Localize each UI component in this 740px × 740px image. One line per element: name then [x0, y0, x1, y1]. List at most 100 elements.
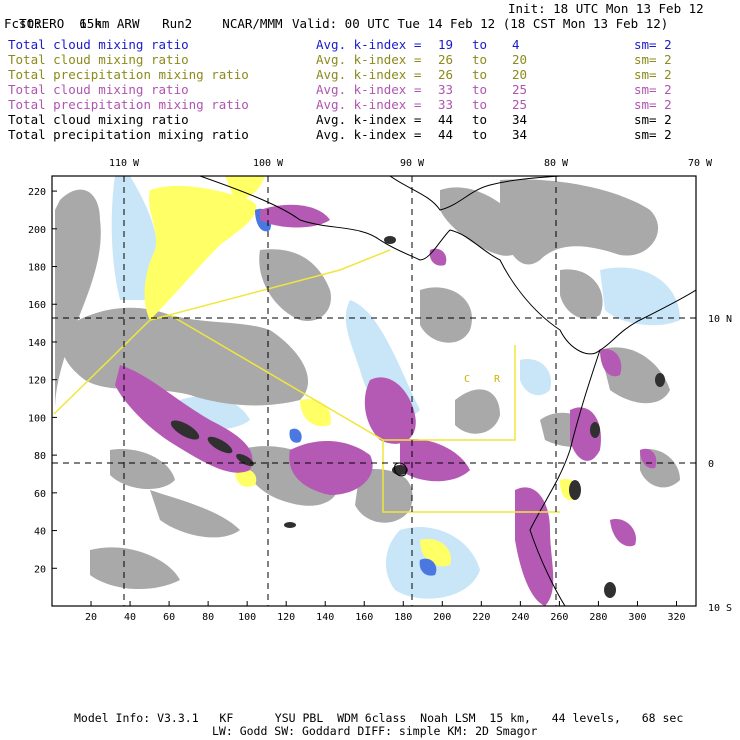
- legend-kindex-start: 44: [438, 127, 454, 142]
- x-tick-label: 80: [202, 612, 214, 623]
- lat-label-0: 0: [708, 459, 714, 470]
- legend-smoothing: sm= 2: [634, 97, 672, 112]
- legend-smoothing: sm= 2: [634, 52, 672, 67]
- y-tick-label: 60: [34, 489, 46, 500]
- y-tick-label: 20: [34, 564, 46, 575]
- fcst-value: 6 h: [79, 16, 102, 31]
- legend-kindex-start: 26: [438, 67, 454, 82]
- longitude-labels: 110 W 100 W 90 W 80 W 70 W: [109, 158, 713, 169]
- x-tick-label: 120: [277, 612, 295, 623]
- valid-time: Valid: 00 UTC Tue 14 Feb 12 (18 CST Mon …: [292, 16, 669, 31]
- yellow-cloud-areas: [144, 176, 580, 567]
- legend-field-label: Total cloud mixing ratio: [8, 82, 189, 97]
- y-tick-label: 160: [28, 300, 46, 311]
- y-tick-label: 180: [28, 263, 46, 274]
- x-tick-label: 240: [511, 612, 529, 623]
- x-tick-label: 220: [472, 612, 490, 623]
- y-tick-label: 100: [28, 413, 46, 424]
- legend-kindex-end: 20: [512, 52, 528, 67]
- lon-label-110w: 110 W: [109, 158, 140, 169]
- legend-kindex-to: to: [472, 37, 488, 52]
- x-tick-label: 300: [628, 612, 646, 623]
- legend-field-label: Total cloud mixing ratio: [8, 52, 189, 67]
- legend-smoothing: sm= 2: [634, 67, 672, 82]
- model-info: Model Info: V3.3.1 KF YSU PBL WDM 6class…: [74, 711, 684, 725]
- legend-kindex-label: Avg. k-index =: [316, 82, 422, 97]
- legend-field-label: Total precipitation mixing ratio: [8, 127, 249, 142]
- header-line-1: TORERO 15km ARW Run2 NCAR/MMM: [4, 1, 283, 31]
- x-tick-label: 140: [316, 612, 334, 623]
- legend-kindex-to: to: [472, 97, 488, 112]
- legend-kindex-start: 19: [438, 37, 454, 52]
- model-org: NCAR/MMM: [222, 16, 283, 31]
- legend-kindex-end: 25: [512, 97, 528, 112]
- model-resolution: 15km ARW: [79, 16, 140, 31]
- legend-kindex-to: to: [472, 67, 488, 82]
- legend-kindex-start: 26: [438, 52, 454, 67]
- y-tick-label: 120: [28, 376, 46, 387]
- lon-label-70w: 70 W: [688, 158, 713, 169]
- legend-smoothing: sm= 2: [634, 82, 672, 97]
- x-tick-label: 100: [238, 612, 256, 623]
- lat-label-10s: 10 S: [708, 603, 732, 614]
- legend-kindex-end: 25: [512, 82, 528, 97]
- nested-domain-boundaries: [53, 249, 560, 513]
- legend-kindex-label: Avg. k-index =: [316, 97, 422, 112]
- x-tick-label: 60: [163, 612, 175, 623]
- model-name: TORERO: [19, 16, 65, 31]
- y-tick-label: 220: [28, 187, 46, 198]
- map-letters: C R: [464, 374, 501, 385]
- legend-field-label: Total precipitation mixing ratio: [8, 97, 249, 112]
- y-tick-label: 80: [34, 451, 46, 462]
- legend-kindex-end: 34: [512, 127, 528, 142]
- y-tick-label: 140: [28, 338, 46, 349]
- physics-info: LW: Godd SW: Goddard DIFF: simple KM: 2D…: [212, 724, 538, 738]
- legend-field-label: Total precipitation mixing ratio: [8, 67, 249, 82]
- lon-label-100w: 100 W: [253, 158, 284, 169]
- fcst-label: Fcst:: [4, 16, 42, 31]
- init-time: Init: 18 UTC Mon 13 Feb 12: [508, 1, 704, 16]
- legend-field-label: Total cloud mixing ratio: [8, 37, 189, 52]
- legend-kindex-start: 33: [438, 82, 454, 97]
- lat-label-10n: 10 N: [708, 314, 732, 325]
- legend-kindex-to: to: [472, 127, 488, 142]
- x-tick-label: 20: [85, 612, 97, 623]
- x-tick-label: 40: [124, 612, 136, 623]
- legend-kindex-end: 20: [512, 67, 528, 82]
- legend-kindex-label: Avg. k-index =: [316, 37, 422, 52]
- legend-kindex-to: to: [472, 82, 488, 97]
- x-tick-label: 320: [667, 612, 685, 623]
- lon-label-80w: 80 W: [544, 158, 569, 169]
- x-tick-label: 260: [550, 612, 568, 623]
- x-axis-ticks: 20 40 60 80 100 120 140 160 180 200 220 240 260 280 30…: [85, 601, 686, 623]
- model-run: Run2: [162, 16, 193, 31]
- map-letter-r: R: [494, 374, 501, 385]
- legend-kindex-label: Avg. k-index =: [316, 112, 422, 127]
- legend-kindex-start: 44: [438, 112, 454, 127]
- x-tick-label: 160: [355, 612, 373, 623]
- latitude-labels: 10 N 0 10 S: [708, 314, 732, 614]
- legend-smoothing: sm= 2: [634, 112, 672, 127]
- legend-field-label: Total cloud mixing ratio: [8, 112, 189, 127]
- legend-smoothing: sm= 2: [634, 127, 672, 142]
- y-axis-ticks: 220 200 180 160 140 120 100 80 60 40 20: [28, 187, 57, 575]
- cloud-fields: [55, 176, 680, 606]
- legend-kindex-label: Avg. k-index =: [316, 67, 422, 82]
- legend-smoothing: sm= 2: [634, 37, 672, 52]
- y-tick-label: 200: [28, 225, 46, 236]
- plot-frame: [51, 175, 697, 607]
- forecast-hour: Fcst: 6 h: [4, 16, 102, 31]
- legend-kindex-label: Avg. k-index =: [316, 52, 422, 67]
- dark-convective-cores: [170, 236, 665, 598]
- y-tick-label: 40: [34, 527, 46, 538]
- lon-label-90w: 90 W: [400, 158, 425, 169]
- coastlines: [199, 176, 696, 606]
- map-figure: 20 40 60 80 100 120 140 160 180 200 220 240 260 280 30…: [28, 158, 732, 623]
- legend-kindex-start: 33: [438, 97, 454, 112]
- legend-kindex-label: Avg. k-index =: [316, 127, 422, 142]
- x-tick-label: 200: [433, 612, 451, 623]
- x-tick-label: 280: [589, 612, 607, 623]
- latlon-grid: [52, 176, 696, 606]
- legend-kindex-end: 4: [512, 37, 520, 52]
- legend-kindex-end: 34: [512, 112, 528, 127]
